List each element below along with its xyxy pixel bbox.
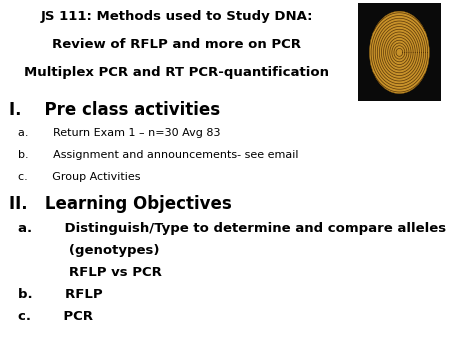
Text: b.       RFLP: b. RFLP <box>18 288 103 301</box>
Text: (genotypes): (genotypes) <box>18 244 159 257</box>
Text: I.    Pre class activities: I. Pre class activities <box>9 101 220 119</box>
Ellipse shape <box>369 11 429 94</box>
Text: Multiplex PCR and RT PCR-quantification: Multiplex PCR and RT PCR-quantification <box>24 66 329 78</box>
Text: b.       Assignment and announcements- see email: b. Assignment and announcements- see ema… <box>18 150 298 160</box>
Text: c.       PCR: c. PCR <box>18 310 93 323</box>
Text: II.   Learning Objectives: II. Learning Objectives <box>9 195 232 213</box>
Text: JS 111: Methods used to Study DNA:: JS 111: Methods used to Study DNA: <box>40 10 313 23</box>
Text: RFLP vs PCR: RFLP vs PCR <box>18 266 162 279</box>
Text: a.       Distinguish/Type to determine and compare alleles: a. Distinguish/Type to determine and com… <box>18 222 446 235</box>
Bar <box>358 3 441 101</box>
Text: c.       Group Activities: c. Group Activities <box>18 172 140 182</box>
Text: Review of RFLP and more on PCR: Review of RFLP and more on PCR <box>52 38 301 51</box>
Text: a.       Return Exam 1 – n=30 Avg 83: a. Return Exam 1 – n=30 Avg 83 <box>18 128 220 138</box>
